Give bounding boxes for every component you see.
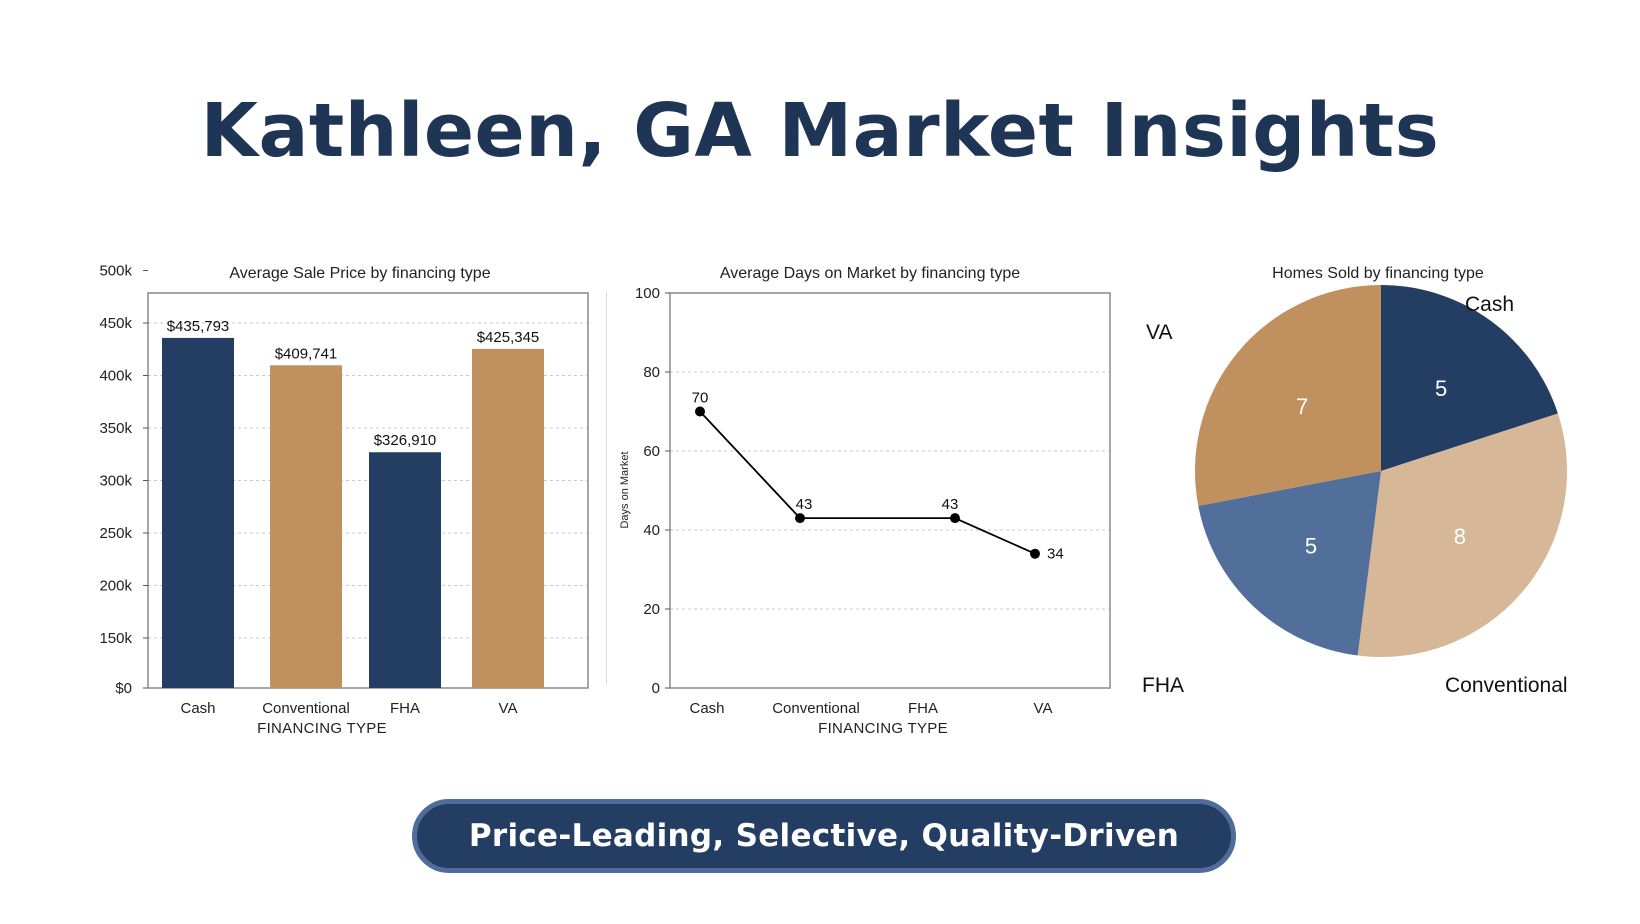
line-y-tick-label: 20	[643, 601, 660, 618]
bar-value-label: $425,345	[477, 329, 540, 346]
line-y-tick-label: 100	[635, 285, 660, 302]
page-title: Kathleen, GA Market Insights	[200, 88, 1440, 174]
pie-slice-conventional	[1357, 413, 1567, 657]
line-y-tick-label: 80	[643, 364, 660, 381]
bar-value-label: $326,910	[374, 432, 437, 449]
line-y-tick-label: 60	[643, 443, 660, 460]
pie-slice-fha	[1198, 471, 1381, 656]
pie-category-label: FHA	[1142, 674, 1184, 697]
line-point	[795, 513, 805, 524]
bar-y-tick-label: $0	[115, 680, 132, 697]
line-y-tick-label: 40	[643, 522, 660, 539]
pie-chart-title: Homes Sold by financing type	[1272, 265, 1484, 282]
line-value-label: 43	[942, 496, 959, 513]
pie-slice-va	[1195, 285, 1381, 506]
line-series-path	[699, 410, 1036, 555]
bar-y-tick-label: 200k	[99, 578, 132, 595]
bar-x-tick-label: VA	[499, 700, 518, 717]
line-x-tick-label: VA	[1034, 700, 1053, 717]
chart-divider	[606, 292, 607, 684]
bar-x-tick-label: FHA	[390, 700, 420, 717]
line-point	[1030, 548, 1040, 559]
bar-y-tick-label: 500k	[99, 263, 132, 280]
bar-va	[472, 348, 544, 688]
line-chart: Average Days on Market by financing type…	[619, 265, 1111, 737]
pie-category-label: Cash	[1465, 293, 1514, 316]
bar-y-tick-label: 300k	[99, 473, 132, 490]
line-x-tick-label: Conventional	[772, 700, 860, 717]
bar-plot-frame	[147, 292, 589, 689]
line-x-tick-label: Cash	[689, 700, 724, 717]
line-point	[695, 406, 705, 417]
pie-value-label: 7	[1296, 394, 1308, 419]
line-value-label: 70	[692, 390, 709, 407]
line-chart-title: Average Days on Market by financing type	[720, 265, 1020, 282]
bar-x-tick-label: Conventional	[262, 700, 350, 717]
bar-y-tick-label: 250k	[99, 525, 132, 542]
line-value-label: 34	[1047, 546, 1064, 563]
bar-y-tick-label: 350k	[99, 420, 132, 437]
pie-value-label: 5	[1435, 376, 1447, 401]
bar-x-axis-label: FINANCING TYPE	[257, 720, 387, 737]
bar-chart-title: Average Sale Price by financing type	[229, 265, 490, 282]
bar-chart: Average Sale Price by financing type $0 1…	[99, 263, 589, 737]
bar-conventional	[270, 365, 342, 688]
bar-x-tick-label: Cash	[180, 700, 215, 717]
bar-y-tick-label: 400k	[99, 368, 132, 385]
bar-cash	[162, 337, 234, 688]
tagline-text: Price-Leading, Selective, Quality-Driven	[468, 818, 1180, 854]
line-y-tick-label: 0	[652, 680, 660, 697]
line-point	[950, 513, 960, 524]
pie-value-label: 5	[1305, 534, 1317, 559]
tagline-banner: Price-Leading, Selective, Quality-Driven	[412, 799, 1236, 873]
bar-fha	[369, 452, 441, 688]
line-value-label: 43	[796, 496, 813, 513]
pie-value-label: 8	[1454, 524, 1466, 549]
bar-value-label: $435,793	[167, 318, 230, 335]
pie-category-label: Conventional	[1445, 674, 1568, 697]
pie-chart: Homes Sold by financing type 5 Cash 8 Conve…	[1142, 265, 1568, 697]
line-plot-frame	[669, 292, 1111, 689]
bar-y-tick-label: 150k	[99, 630, 132, 647]
pie-category-label: VA	[1146, 321, 1172, 344]
pie-slice-cash	[1381, 285, 1558, 471]
line-y-axis-label: Days on Market	[619, 451, 631, 528]
line-x-tick-label: FHA	[908, 700, 938, 717]
line-x-axis-label: FINANCING TYPE	[818, 720, 948, 737]
bar-y-tick-label: 450k	[99, 315, 132, 332]
bar-value-label: $409,741	[275, 345, 338, 362]
